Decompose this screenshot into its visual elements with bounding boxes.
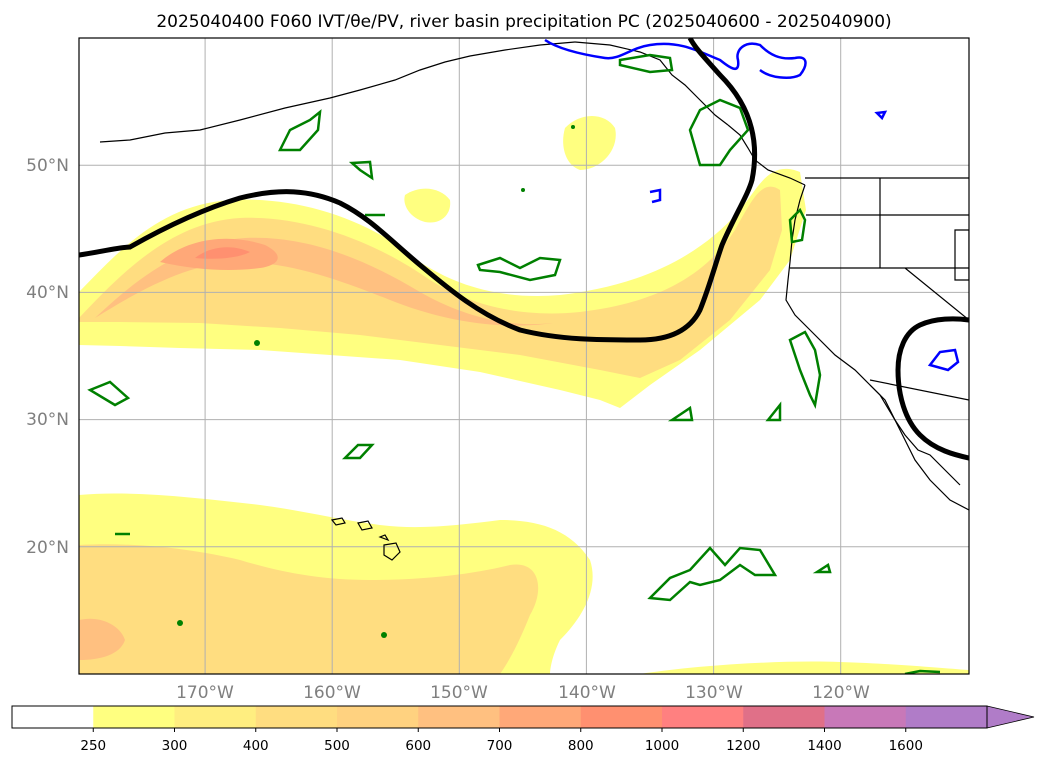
colorbar-label: 250 [80, 738, 106, 754]
pv-dot-3 [381, 632, 387, 638]
colorbar-swatch [175, 706, 257, 728]
longitude-tick-labels: 170°W 160°W 150°W 140°W 130°W 120°W [176, 683, 870, 703]
lat-tick-label: 30°N [26, 410, 69, 430]
colorbar-label: 300 [162, 738, 188, 754]
pv-dot-1 [254, 340, 260, 346]
lon-tick-label: 120°W [812, 683, 870, 703]
colorbar-label: 1000 [645, 738, 679, 754]
colorbar-label: 1400 [807, 738, 841, 754]
colorbar-label: 500 [324, 738, 350, 754]
colorbar-swatch [500, 706, 582, 728]
colorbar-swatch [662, 706, 744, 728]
colorbar-swatch [418, 706, 500, 728]
lon-tick-label: 130°W [685, 683, 743, 703]
latitude-tick-labels: 50°N 40°N 30°N 20°N [26, 156, 69, 558]
colorbar-swatch [825, 706, 907, 728]
colorbar-swatch [12, 706, 94, 728]
colorbar-swatch [337, 706, 419, 728]
lon-tick-label: 150°W [430, 683, 488, 703]
colorbar-labels: 250 300 400 500 600 700 800 1000 1200 1400 1600 [80, 728, 923, 754]
pv-dot-2 [177, 620, 183, 626]
colorbar-label: 400 [243, 738, 269, 754]
colorbar-label: 800 [568, 738, 594, 754]
colorbar-label: 1600 [889, 738, 923, 754]
pv-dot-5 [521, 188, 525, 192]
colorbar-label: 1200 [726, 738, 760, 754]
pv-dot-4 [571, 125, 575, 129]
colorbar-swatch [581, 706, 663, 728]
map-panel [79, 38, 969, 674]
lat-tick-label: 50°N [26, 156, 69, 176]
colorbar-swatch [256, 706, 338, 728]
colorbar-swatch [906, 706, 988, 728]
colorbar-swatch [743, 706, 825, 728]
colorbar-label: 700 [487, 738, 513, 754]
lat-tick-label: 20°N [26, 538, 69, 558]
lon-tick-label: 160°W [303, 683, 361, 703]
colorbar-swatches [12, 706, 988, 728]
lon-tick-label: 140°W [558, 683, 616, 703]
colorbar: 250 300 400 500 600 700 800 1000 1200 1400 1600 [12, 706, 1034, 754]
colorbar-extend-arrow [987, 706, 1034, 728]
lat-tick-label: 40°N [26, 283, 69, 303]
colorbar-label: 600 [405, 738, 431, 754]
lon-tick-label: 170°W [176, 683, 234, 703]
chart-title: 2025040400 F060 IVT/θe/PV, river basin p… [156, 12, 891, 32]
colorbar-swatch [93, 706, 175, 728]
